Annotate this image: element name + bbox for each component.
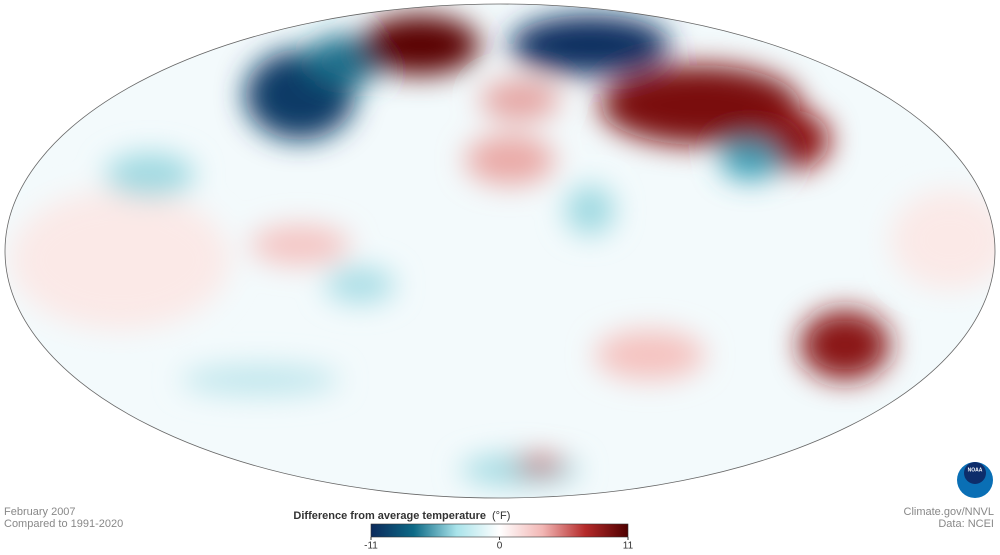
colorbar [370,523,629,538]
logo-text: NOAA [968,467,983,473]
credit: Climate.gov/NNVL [904,506,994,518]
colorbar-title: Difference from average temperature [293,510,486,522]
source: Data: NCEI [938,518,994,530]
colorbar-unit: (°F) [492,510,510,522]
noaa-logo: NOAA [957,462,993,498]
temperature-map [5,4,995,498]
colorbar-tick-label: -11 [364,541,378,552]
globe-outline [4,3,996,499]
colorbar-tick-label: 0 [497,541,503,552]
baseline: Compared to 1991-2020 [4,518,123,530]
colorbar-tick-label: 11 [623,541,634,552]
date: February 2007 [4,506,76,518]
